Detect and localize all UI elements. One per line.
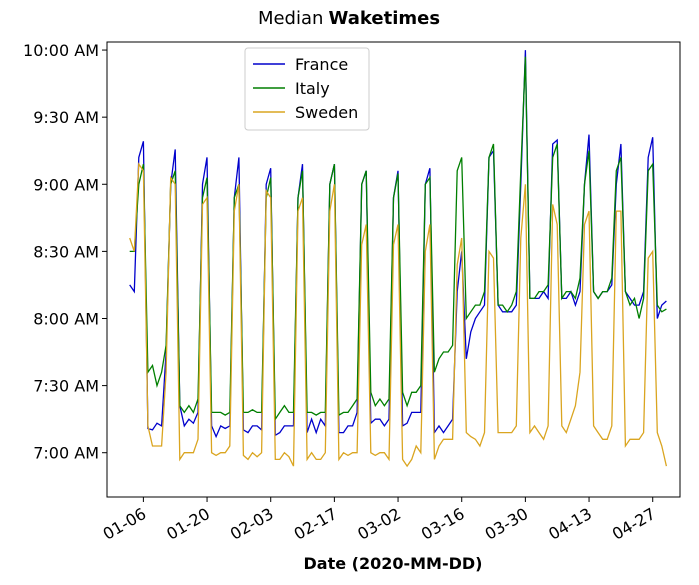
y-tick-label: 10:00 AM [23, 41, 99, 60]
legend-label: Sweden [295, 103, 358, 122]
y-tick-label: 9:30 AM [33, 108, 99, 127]
title: Median [258, 8, 323, 29]
x-axis-label: Date (2020-MM-DD) [304, 554, 483, 573]
legend-label: France [295, 55, 348, 74]
x-tick-label: 04-27 [609, 504, 659, 544]
x-tick-label: 02-17 [291, 504, 341, 544]
x-tick-label: 03-02 [354, 504, 404, 544]
line-series [129, 56, 667, 422]
x-tick-label: 03-30 [482, 504, 532, 544]
x-tick-label: 03-16 [418, 504, 468, 544]
x-tick-label: 02-03 [227, 504, 277, 544]
y-tick-label: 8:00 AM [33, 309, 99, 328]
legend-box [244, 47, 370, 131]
title-emphasis: Waketimes [329, 8, 441, 29]
y-tick-label: 8:30 AM [33, 242, 99, 261]
plot-frame [106, 41, 681, 498]
legend-label: Italy [295, 79, 330, 98]
x-tick-label: 04-13 [545, 504, 595, 544]
line-series [129, 50, 667, 439]
x-tick-label: 01-06 [100, 504, 150, 544]
y-tick-label: 7:00 AM [33, 444, 99, 463]
chart-title: Median Waketimes [258, 8, 440, 29]
y-tick-label: 7:30 AM [33, 377, 99, 396]
y-tick-label: 9:00 AM [33, 175, 99, 194]
x-tick-label: 01-20 [163, 504, 213, 544]
line-series [129, 162, 668, 468]
